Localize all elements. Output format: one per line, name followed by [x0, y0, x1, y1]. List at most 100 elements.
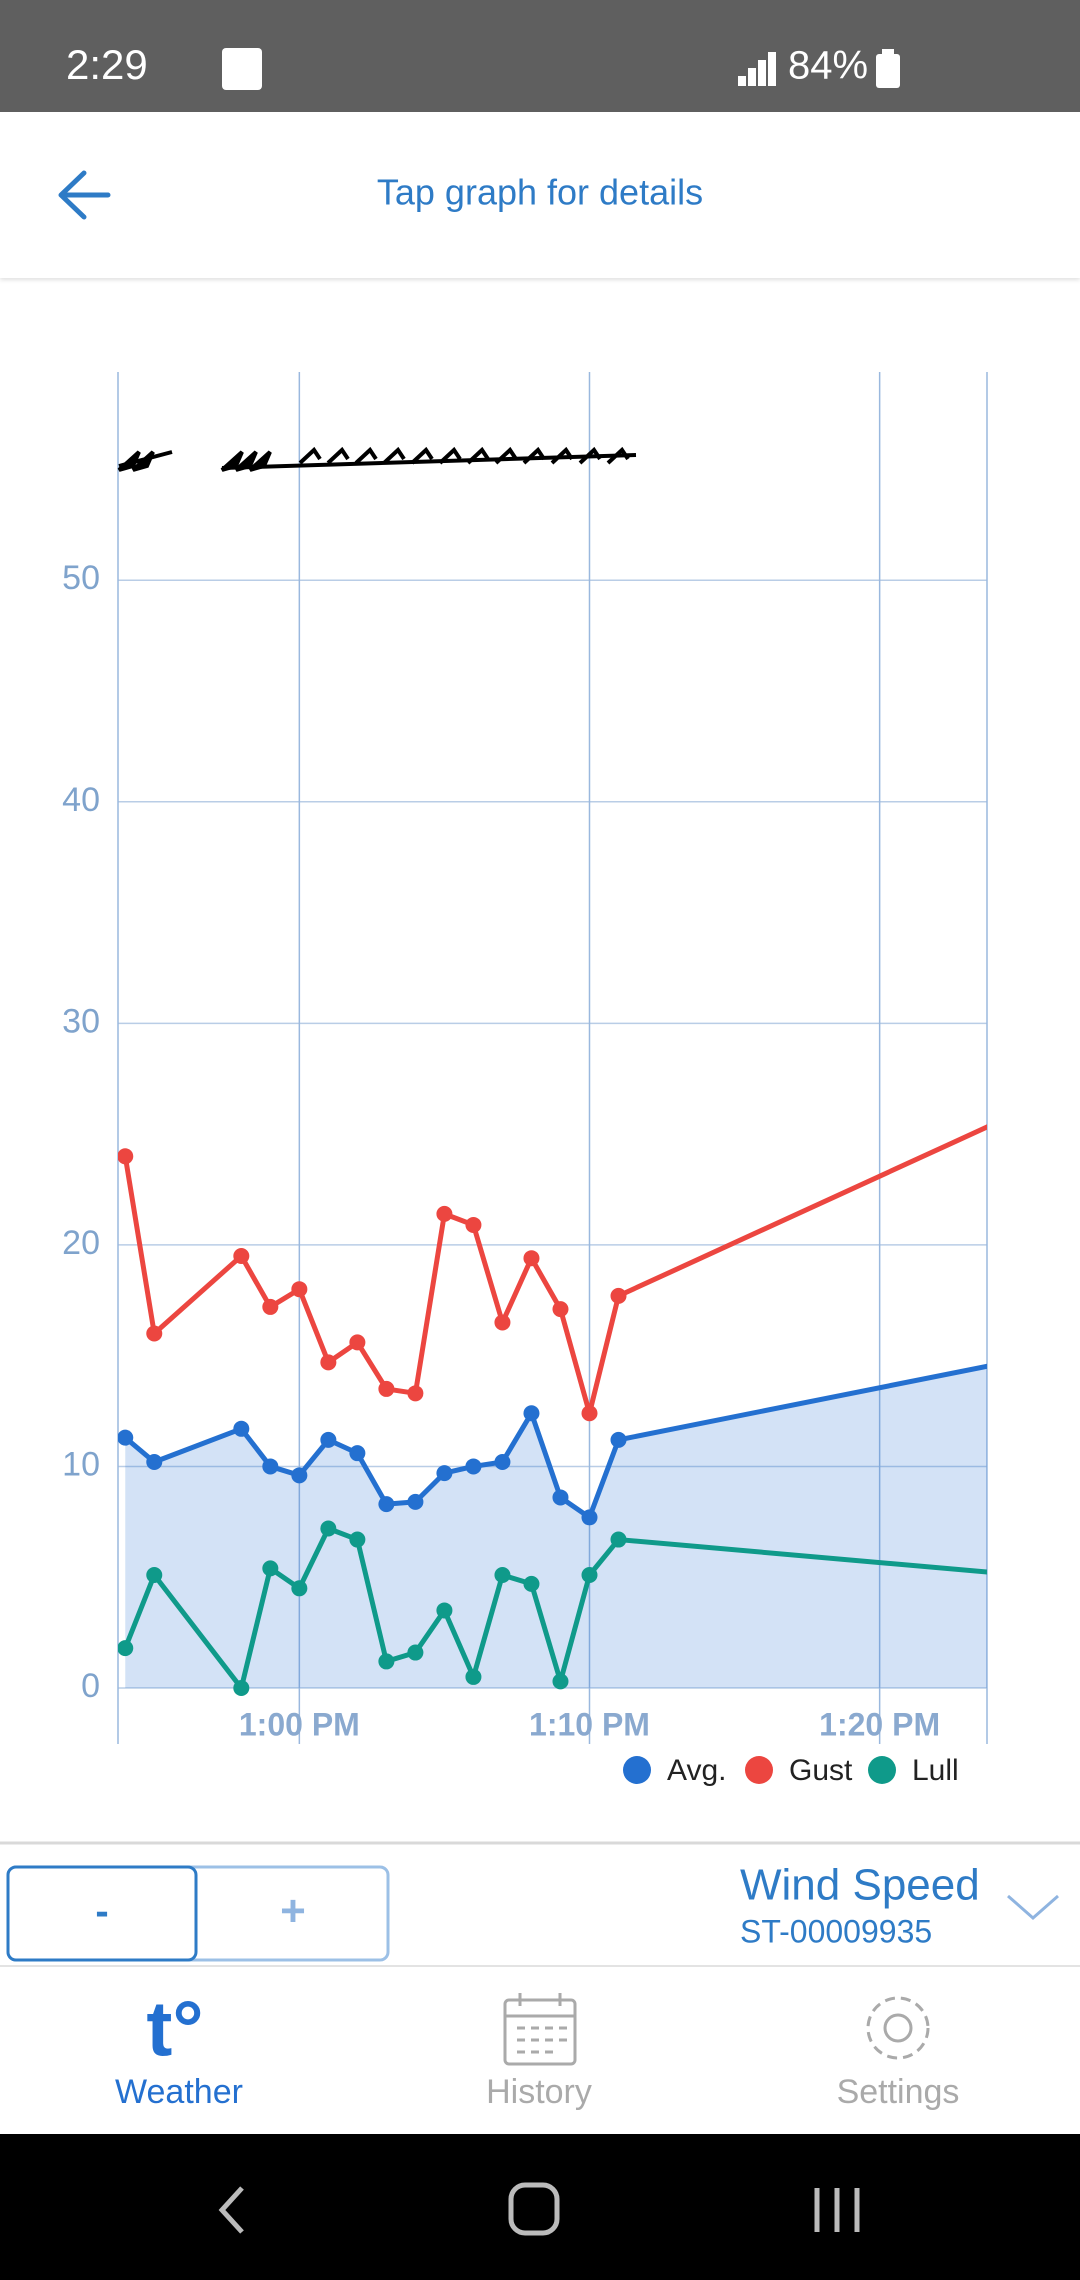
zoom-out-button[interactable]	[6, 1865, 198, 1962]
header-title: Tap graph for details	[377, 172, 703, 213]
wind-barb	[494, 446, 518, 465]
data-point	[349, 1445, 366, 1462]
data-point	[436, 1205, 453, 1222]
legend-marker	[623, 1756, 651, 1784]
wind-barb	[522, 446, 546, 465]
legend-label: Gust	[789, 1754, 853, 1787]
wind-barb	[354, 446, 378, 465]
legend-label: Avg.	[667, 1754, 727, 1787]
data-point	[291, 1580, 308, 1597]
data-point	[465, 1216, 482, 1233]
data-point	[118, 1640, 134, 1657]
y-tick-label: 40	[62, 781, 100, 819]
data-point	[494, 1314, 511, 1331]
zoom-out-label: -	[95, 1890, 108, 1934]
metric-selector[interactable]: Wind Speed	[740, 1861, 980, 1910]
data-point	[581, 1509, 598, 1526]
data-point	[581, 1567, 598, 1584]
data-point	[436, 1602, 453, 1619]
nav-settings[interactable]: Settings	[837, 2073, 960, 2111]
data-point	[118, 1429, 134, 1446]
wind-barb	[410, 446, 434, 465]
data-point	[378, 1496, 395, 1513]
status-bar	[0, 0, 1080, 112]
system-back[interactable]	[218, 2186, 244, 2234]
data-point	[262, 1560, 279, 1577]
data-point	[610, 1287, 627, 1304]
legend-marker	[745, 1756, 773, 1784]
station-id: ST-00009935	[740, 1913, 932, 1949]
data-point	[523, 1405, 540, 1422]
wind-barb	[466, 446, 490, 465]
legend-marker	[868, 1756, 896, 1784]
data-point	[146, 1567, 163, 1584]
weather-icon[interactable]: t°	[146, 1985, 203, 2073]
data-point	[988, 1357, 1004, 1373]
system-nav	[0, 2134, 1080, 2280]
data-point	[233, 1420, 250, 1437]
y-tick-label: 30	[62, 1002, 100, 1040]
nav-history[interactable]: History	[486, 2073, 592, 2111]
metric-dropdown[interactable]	[1007, 1894, 1059, 1920]
data-point	[552, 1673, 569, 1690]
wind-barb	[578, 446, 602, 465]
data-point	[262, 1458, 279, 1475]
header	[0, 112, 1080, 278]
data-point	[610, 1431, 627, 1448]
data-point	[378, 1380, 395, 1397]
data-point	[146, 1325, 163, 1342]
data-point	[988, 1115, 1004, 1131]
data-point	[465, 1668, 482, 1685]
data-point	[494, 1454, 511, 1471]
data-point	[523, 1250, 540, 1267]
data-point	[320, 1354, 337, 1371]
area	[125, 1366, 987, 1688]
x-tick-label: 1:20 PM	[819, 1706, 940, 1742]
wind-barb	[118, 450, 173, 468]
data-point	[988, 1565, 1004, 1581]
legend-label: Lull	[912, 1754, 959, 1787]
battery-level: 84%	[788, 44, 868, 88]
plot-area	[118, 1115, 1004, 1696]
data-point	[262, 1298, 279, 1315]
chart[interactable]: 0 10 20 30 40 50 1:00 PM 1:10 PM 1:20 PM Avg. Gust…	[62, 372, 1004, 1787]
data-point	[320, 1431, 337, 1448]
wind-barb	[606, 446, 630, 465]
data-point	[233, 1247, 250, 1264]
system-home[interactable]	[508, 2182, 560, 2236]
y-tick-label: 10	[62, 1445, 100, 1483]
status-icons	[222, 48, 900, 90]
x-tick-label: 1:10 PM	[529, 1706, 650, 1742]
zoom-in-label[interactable]: +	[280, 1887, 306, 1936]
history-icon[interactable]	[503, 1993, 577, 2066]
status-time: 2:29	[66, 41, 148, 88]
nav-weather[interactable]: Weather	[115, 2073, 243, 2111]
back-button[interactable]	[58, 170, 111, 220]
wind-barb	[550, 446, 574, 465]
system-recents[interactable]	[814, 2188, 860, 2232]
wind-barbs	[117, 446, 637, 472]
wind-barb	[298, 446, 322, 465]
data-point	[552, 1489, 569, 1506]
data-point	[378, 1653, 395, 1670]
x-tick-label: 1:00 PM	[239, 1706, 360, 1742]
y-tick-label: 20	[62, 1224, 100, 1262]
settings-icon[interactable]	[866, 1996, 930, 2060]
data-point	[233, 1680, 250, 1696]
y-tick-label: 50	[62, 559, 100, 597]
data-point	[581, 1405, 598, 1422]
data-point	[118, 1148, 134, 1165]
y-tick-label: 0	[81, 1667, 100, 1705]
data-point	[523, 1575, 540, 1592]
wind-barb	[438, 446, 462, 465]
data-point	[436, 1465, 453, 1482]
wind-barb	[382, 446, 406, 465]
series-line	[122, 1124, 987, 1416]
data-point	[291, 1281, 308, 1298]
data-point	[407, 1644, 424, 1661]
data-point	[494, 1567, 511, 1584]
data-point	[349, 1531, 366, 1548]
wind-barb	[221, 453, 637, 470]
data-point	[291, 1467, 308, 1484]
